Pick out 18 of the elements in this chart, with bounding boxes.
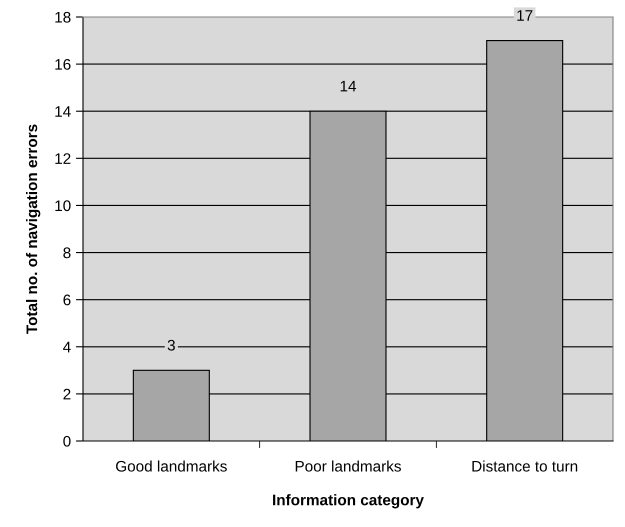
y-tick-label: 14	[55, 106, 71, 117]
y-axis-title: Total no. of navigation errors	[26, 124, 40, 334]
data-label: 17	[517, 10, 532, 21]
y-tick-label: 0	[63, 436, 71, 447]
y-tick-label: 4	[63, 342, 71, 352]
y-tick-label: 12	[55, 153, 70, 164]
x-tick-label: Distance to turn	[472, 460, 578, 472]
x-tick-label: Poor landmarks	[296, 460, 401, 472]
x-tick-label: Good landmarks	[116, 460, 227, 472]
y-tick-label: 8	[63, 247, 71, 258]
y-tick-label: 10	[55, 200, 71, 212]
y-tick-label: 18	[55, 12, 71, 23]
data-label: 14	[340, 80, 356, 92]
data-label: 3	[168, 340, 175, 351]
y-tick-label: 6	[63, 294, 71, 306]
y-tick-label: 16	[55, 58, 71, 70]
x-axis-title: Information category	[273, 494, 424, 508]
y-tick-label: 2	[63, 388, 70, 400]
